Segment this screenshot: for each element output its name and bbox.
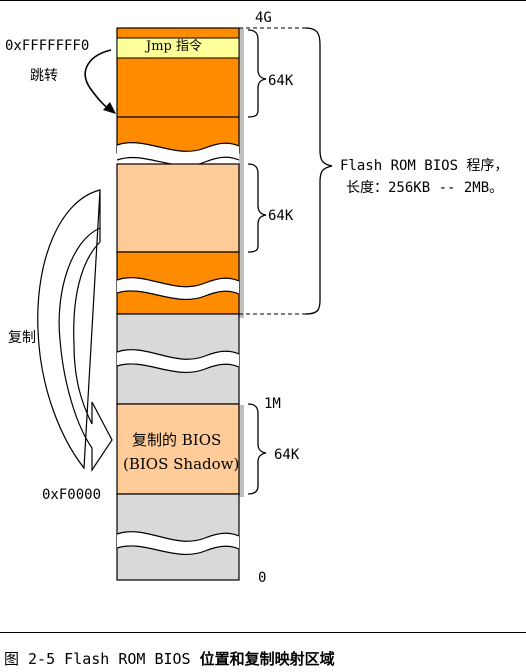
flash-brace — [304, 27, 333, 315]
flash-middle-block — [116, 163, 240, 253]
label-f0000: 0xF0000 — [42, 487, 102, 503]
figure-caption: 图 2-5 Flash ROM BIOS 位置和复制映射区域 — [4, 650, 335, 668]
break-wave-2 — [117, 277, 239, 300]
jump-arrow — [84, 49, 112, 111]
side-strip-lower — [239, 405, 244, 497]
label-shadow-line2: (BIOS Shadow) — [123, 455, 240, 473]
label-flash-line2: 长度：256KB -- 2MB。 — [346, 180, 504, 196]
caption-prefix: 图 2-5 Flash ROM BIOS — [4, 650, 191, 668]
label-copy: 复制 — [8, 330, 36, 346]
caption-rule — [0, 632, 526, 633]
label-1m: 1M — [264, 396, 281, 412]
copy-arrow — [37, 189, 113, 472]
brace-64k-shadow — [247, 403, 267, 495]
jmp-slot — [116, 37, 240, 59]
break-wave-1 — [117, 142, 239, 166]
brace-64k-top — [247, 29, 267, 118]
label-64k-mid: 64K — [268, 208, 294, 224]
label-shadow-line1: 复制的 BIOS — [132, 431, 222, 449]
caption-bold: 位置和复制映射区域 — [199, 650, 335, 668]
label-64k-top: 64K — [268, 73, 294, 89]
label-flash-line1: Flash ROM BIOS 程序， — [340, 158, 509, 174]
label-reset-address: 0xFFFFFFF0 — [5, 38, 90, 54]
label-64k-shadow: 64K — [274, 447, 300, 463]
break-wave-3 — [117, 349, 239, 373]
break-wave-4 — [117, 531, 239, 555]
label-zero: 0 — [258, 570, 267, 586]
label-4g: 4G — [255, 10, 272, 26]
label-jump: 跳转 — [30, 68, 58, 84]
top-rule — [0, 0, 526, 1]
side-strip — [239, 28, 244, 318]
brace-64k-mid — [247, 163, 267, 253]
label-jmp-instruction: Jmp 指令 — [146, 39, 202, 54]
bios-shadow-block — [116, 403, 240, 495]
